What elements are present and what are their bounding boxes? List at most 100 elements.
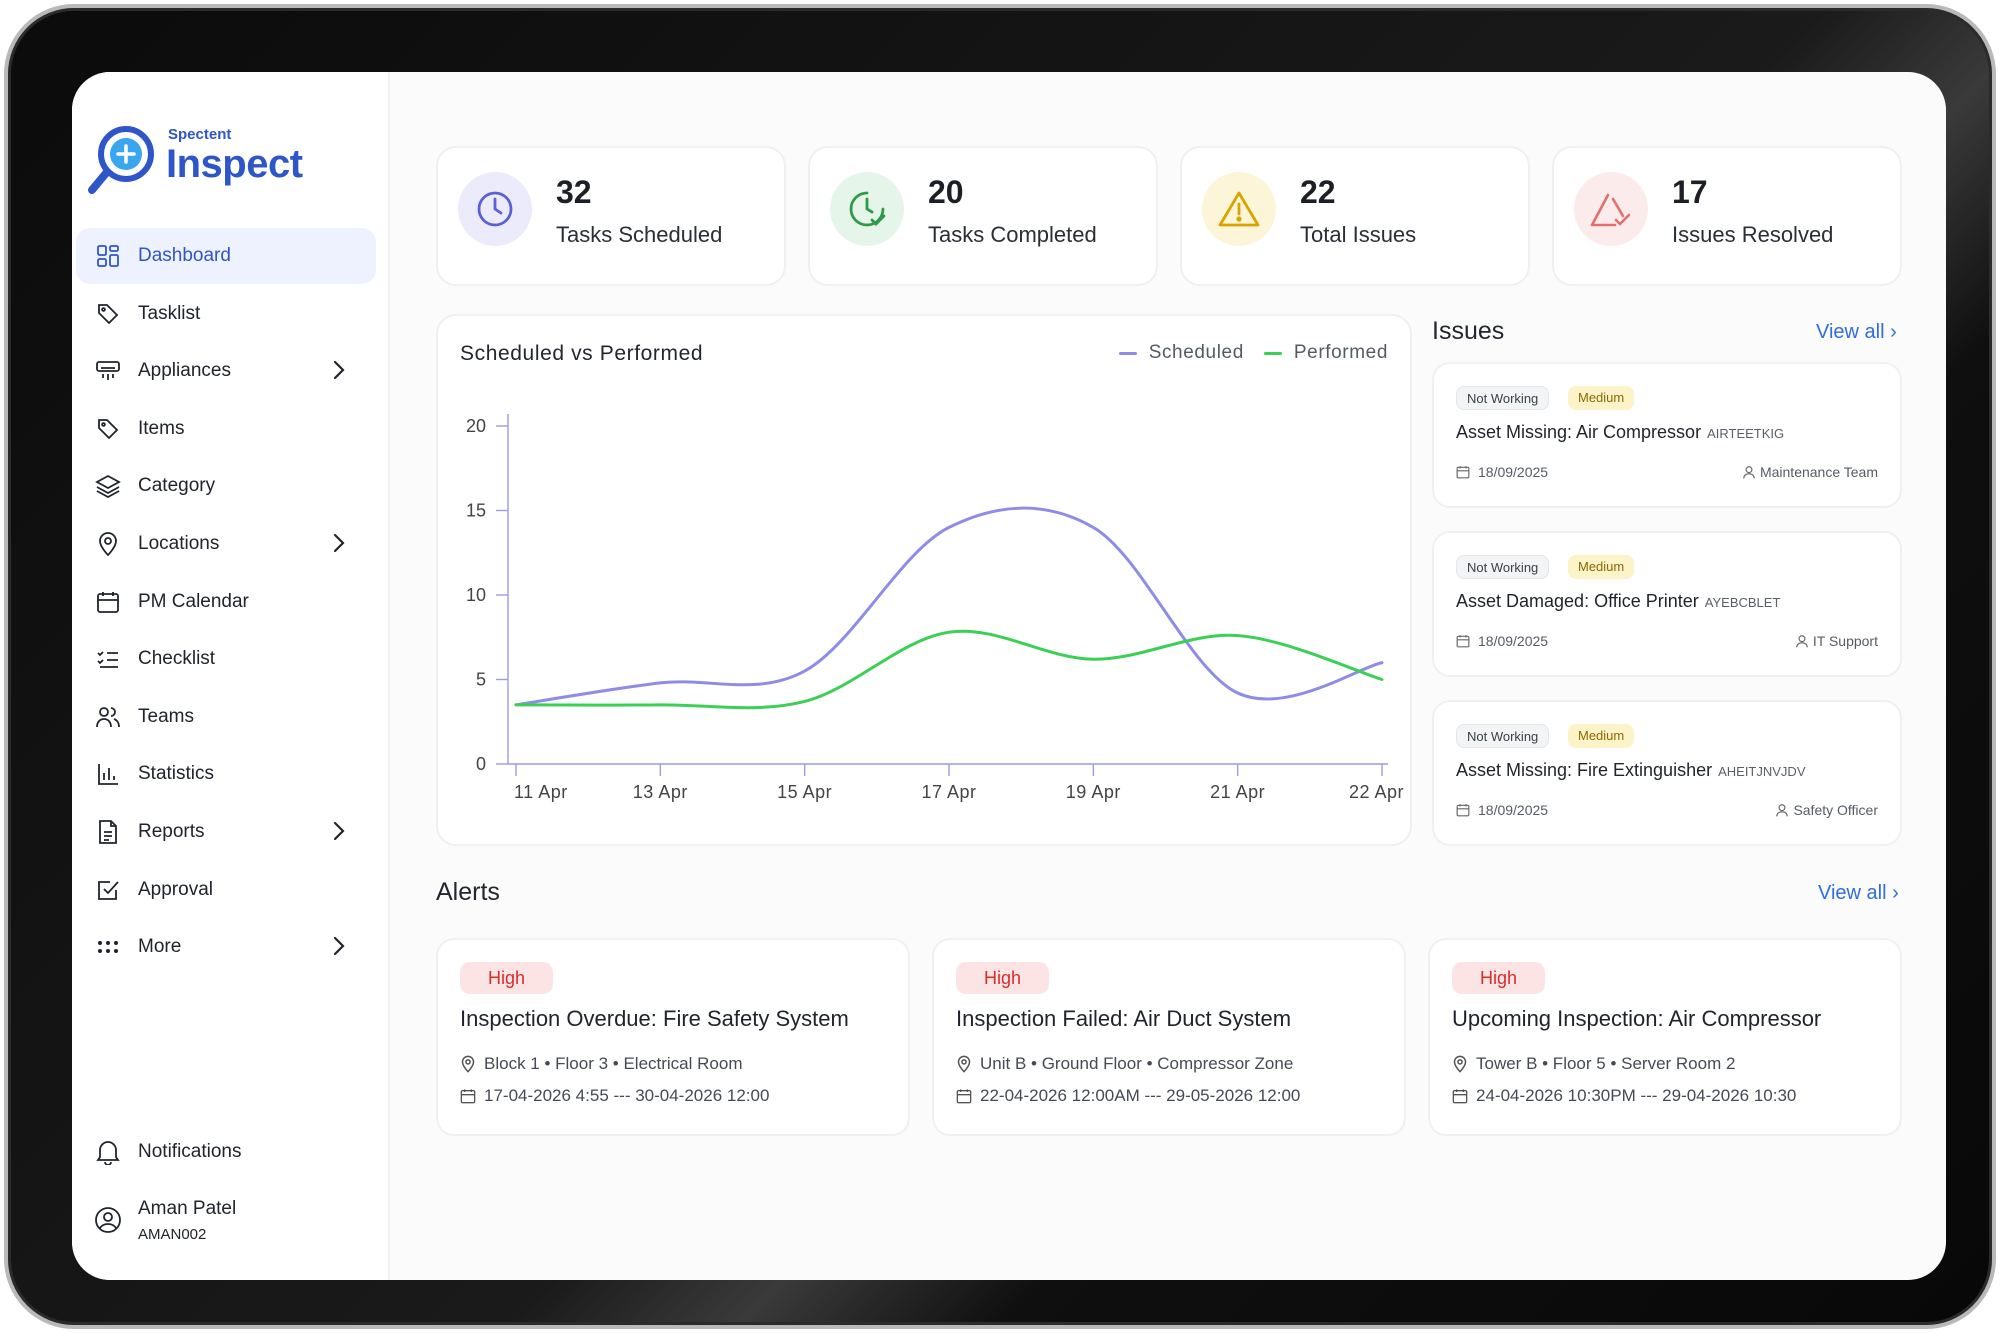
sidebar-item-label: Dashboard bbox=[138, 245, 231, 266]
sidebar-item-more[interactable]: More bbox=[76, 919, 376, 975]
sidebar-item-category[interactable]: Category bbox=[76, 458, 376, 514]
alerts-view-all-link[interactable]: View all › bbox=[1818, 882, 1899, 904]
check-square-icon bbox=[94, 876, 122, 904]
view-all-label: View all bbox=[1816, 321, 1885, 343]
chart-legend: Scheduled Performed bbox=[1099, 342, 1388, 364]
alert-card[interactable]: High Inspection Overdue: Fire Safety Sys… bbox=[436, 938, 910, 1136]
chevron-right-icon[interactable] bbox=[332, 532, 346, 554]
alert-card[interactable]: High Inspection Failed: Air Duct System … bbox=[932, 938, 1406, 1136]
chart-title: Scheduled vs Performed bbox=[460, 342, 704, 365]
alert-time: 17-04-2026 4:55 --- 30-04-2026 12:00 bbox=[460, 1086, 769, 1106]
alert-location: Unit B • Ground Floor • Compressor Zone bbox=[956, 1054, 1293, 1074]
sidebar-item-approval[interactable]: Approval bbox=[76, 862, 376, 918]
sidebar-item-appliances[interactable]: Appliances bbox=[76, 343, 376, 399]
warning-check-icon bbox=[1574, 172, 1648, 246]
layers-icon bbox=[94, 472, 122, 500]
sidebar-item-label: PM Calendar bbox=[138, 590, 249, 612]
alert-location-text: Block 1 • Floor 3 • Electrical Room bbox=[484, 1054, 743, 1073]
issue-team-text: Safety Officer bbox=[1793, 802, 1878, 818]
brand-small: Spectent bbox=[168, 126, 232, 143]
stat-card-issues-resolved[interactable]: 17 Issues Resolved bbox=[1552, 146, 1902, 286]
sidebar-item-tasklist[interactable]: Tasklist bbox=[76, 286, 376, 342]
user-info: Aman Patel AMAN002 bbox=[138, 1198, 236, 1243]
sidebar-item-label: Approval bbox=[138, 878, 213, 900]
sidebar-item-items[interactable]: Items bbox=[76, 401, 376, 457]
status-badge: Not Working bbox=[1456, 386, 1550, 410]
chevron-right-icon[interactable] bbox=[332, 359, 346, 381]
bar-chart-icon bbox=[94, 760, 122, 788]
clock-icon bbox=[458, 172, 532, 246]
tag-icon bbox=[94, 415, 122, 443]
sidebar-item-label: Teams bbox=[138, 705, 194, 727]
x-tick-label: 22 Apr bbox=[1349, 782, 1404, 802]
notifications-button[interactable]: Notifications bbox=[76, 1124, 376, 1180]
app-screen: Spectent Inspect Dashboard Tasklist bbox=[72, 72, 1946, 1280]
sidebar-item-teams[interactable]: Teams bbox=[76, 689, 376, 745]
chevron-right-icon[interactable] bbox=[332, 820, 346, 842]
issue-date: 18/09/2025 bbox=[1456, 802, 1548, 818]
stat-card-tasks-completed[interactable]: 20 Tasks Completed bbox=[808, 146, 1158, 286]
sidebar-item-statistics[interactable]: Statistics bbox=[76, 746, 376, 802]
calendar-icon bbox=[94, 588, 122, 616]
issue-card[interactable]: Not Working Medium Asset Missing: Air Co… bbox=[1432, 362, 1902, 508]
issues-title: Issues bbox=[1432, 317, 1505, 345]
sidebar-item-locations[interactable]: Locations bbox=[76, 516, 376, 572]
stat-value: 17 bbox=[1672, 174, 1708, 210]
sidebar-item-label: Appliances bbox=[138, 360, 231, 382]
legend-label-performed[interactable]: Performed bbox=[1293, 342, 1388, 363]
priority-badge: Medium bbox=[1568, 724, 1635, 748]
y-tick-label: 15 bbox=[466, 501, 486, 521]
chevron-right-icon[interactable] bbox=[332, 935, 346, 957]
sidebar-item-checklist[interactable]: Checklist bbox=[76, 631, 376, 687]
sidebar-item-label: More bbox=[138, 936, 182, 958]
issue-card[interactable]: Not Working Medium Asset Damaged: Office… bbox=[1432, 531, 1902, 677]
user-profile[interactable]: Aman Patel AMAN002 bbox=[76, 1184, 376, 1256]
x-tick-label: 11 Apr bbox=[514, 782, 568, 802]
issue-code: AHEITJNVJDV bbox=[1718, 764, 1806, 779]
alert-location: Tower B • Floor 5 • Server Room 2 bbox=[1452, 1054, 1735, 1074]
calendar-icon bbox=[1452, 1088, 1468, 1104]
line-chart: 0 5 10 15 20 11 Apr 13 Apr 15 Apr 17 Apr 19 Apr 21… bbox=[466, 414, 1404, 802]
alert-time-text: 24-04-2026 10:30PM --- 29-04-2026 10:30 bbox=[1476, 1086, 1797, 1105]
stat-label: Issues Resolved bbox=[1672, 222, 1834, 247]
calendar-icon bbox=[956, 1088, 972, 1104]
priority-badge: Medium bbox=[1568, 386, 1635, 410]
x-tick-label: 17 Apr bbox=[921, 782, 976, 802]
alert-location: Block 1 • Floor 3 • Electrical Room bbox=[460, 1054, 743, 1074]
legend-label-scheduled[interactable]: Scheduled bbox=[1148, 342, 1244, 363]
y-tick-label: 5 bbox=[476, 670, 486, 690]
issue-team: IT Support bbox=[1795, 633, 1878, 649]
y-tick-label: 0 bbox=[476, 754, 486, 774]
status-badge: Not Working bbox=[1456, 555, 1550, 579]
user-icon bbox=[1795, 634, 1809, 648]
checklist-icon bbox=[94, 645, 122, 673]
user-id: AMAN002 bbox=[138, 1225, 207, 1243]
alert-card[interactable]: High Upcoming Inspection: Air Compressor… bbox=[1428, 938, 1902, 1136]
priority-badge: Medium bbox=[1568, 555, 1635, 579]
stat-card-total-issues[interactable]: 22 Total Issues bbox=[1180, 146, 1530, 286]
alert-time: 24-04-2026 10:30PM --- 29-04-2026 10:30 bbox=[1452, 1086, 1796, 1106]
sidebar-item-pm-calendar[interactable]: PM Calendar bbox=[76, 574, 376, 630]
brand-logo[interactable]: Spectent Inspect bbox=[82, 122, 382, 202]
issue-team-text: IT Support bbox=[1812, 633, 1878, 649]
sidebar-item-dashboard[interactable]: Dashboard bbox=[76, 228, 376, 284]
issue-title-text: Asset Missing: Air Compressor bbox=[1456, 422, 1702, 442]
tag-icon bbox=[94, 300, 122, 328]
x-tick-label: 13 Apr bbox=[633, 782, 688, 802]
stat-value: 20 bbox=[928, 174, 964, 210]
users-icon bbox=[94, 703, 122, 731]
alert-time-text: 22-04-2026 12:00AM --- 29-05-2026 12:00 bbox=[980, 1086, 1301, 1105]
stat-value: 22 bbox=[1300, 174, 1336, 210]
priority-badge: High bbox=[460, 962, 554, 994]
series-line-scheduled bbox=[514, 506, 1384, 707]
alert-title: Upcoming Inspection: Air Compressor bbox=[1452, 1006, 1822, 1031]
stat-card-tasks-scheduled[interactable]: 32 Tasks Scheduled bbox=[436, 146, 786, 286]
user-name: Aman Patel bbox=[138, 1197, 237, 1219]
issues-view-all-link[interactable]: View all › bbox=[1816, 321, 1897, 343]
issue-date-text: 18/09/2025 bbox=[1478, 633, 1549, 649]
issue-date-text: 18/09/2025 bbox=[1478, 802, 1549, 818]
issue-card[interactable]: Not Working Medium Asset Missing: Fire E… bbox=[1432, 700, 1902, 846]
sidebar-item-label: Category bbox=[138, 475, 216, 497]
sidebar-item-reports[interactable]: Reports bbox=[76, 804, 376, 860]
bell-icon bbox=[94, 1138, 122, 1166]
